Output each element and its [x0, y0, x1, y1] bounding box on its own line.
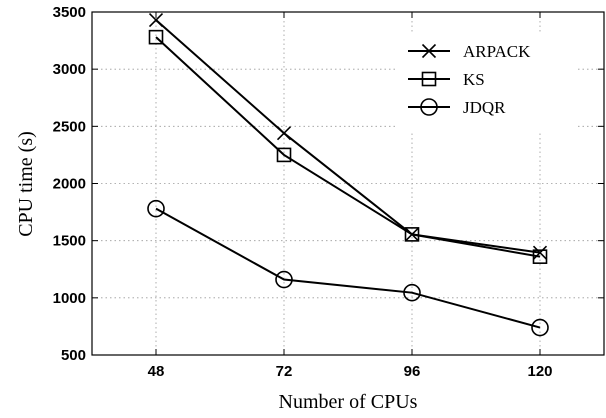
- x-tick-label: 96: [404, 363, 421, 380]
- y-tick-label: 500: [61, 347, 86, 364]
- y-tick-labels: 500 1000 1500 2000 2500 3000 3500: [53, 4, 86, 364]
- data-point-arpack: [532, 245, 548, 260]
- x-tick-label: 120: [527, 363, 552, 380]
- legend-label-jdqr: JDQR: [463, 98, 506, 117]
- legend-label-ks: KS: [463, 70, 485, 89]
- legend-marker-arpack: [421, 43, 437, 59]
- x-tick-labels: 48 72 96 120: [148, 363, 553, 380]
- data-point-jdqr: [147, 199, 165, 218]
- data-point-ks: [276, 147, 292, 163]
- data-point-ks: [148, 29, 164, 45]
- y-tick-label: 1500: [53, 233, 86, 250]
- data-point-arpack: [276, 126, 292, 141]
- x-tick-label: 48: [148, 363, 165, 380]
- y-tick-label: 2500: [53, 118, 86, 135]
- legend: ARPACK KS JDQR: [398, 32, 578, 132]
- y-tick-label: 1000: [53, 290, 86, 307]
- series-line-arpack: [155, 19, 541, 254]
- series-line-jdqr: [155, 207, 541, 329]
- data-point-ks: [532, 249, 548, 264]
- data-point-jdqr: [403, 283, 421, 302]
- y-tick-label: 2000: [53, 176, 86, 193]
- data-point-arpack: [148, 12, 164, 28]
- axis-ticks: [92, 11, 604, 356]
- series-group: [147, 12, 549, 337]
- x-tick-label: 72: [276, 363, 293, 380]
- x-axis-title: Number of CPUs: [279, 391, 418, 413]
- data-point-ks: [404, 227, 420, 242]
- y-tick-label: 3500: [53, 4, 86, 21]
- data-point-jdqr: [275, 270, 293, 289]
- data-point-jdqr: [531, 318, 549, 337]
- y-tick-label: 3000: [53, 61, 86, 78]
- grid: [92, 12, 604, 355]
- legend-label-arpack: ARPACK: [463, 42, 531, 61]
- series-line-ks: [155, 36, 541, 258]
- legend-marker-ks: [421, 71, 437, 87]
- y-axis-title: CPU time (s): [15, 131, 37, 237]
- legend-marker-jdqr: [420, 98, 438, 116]
